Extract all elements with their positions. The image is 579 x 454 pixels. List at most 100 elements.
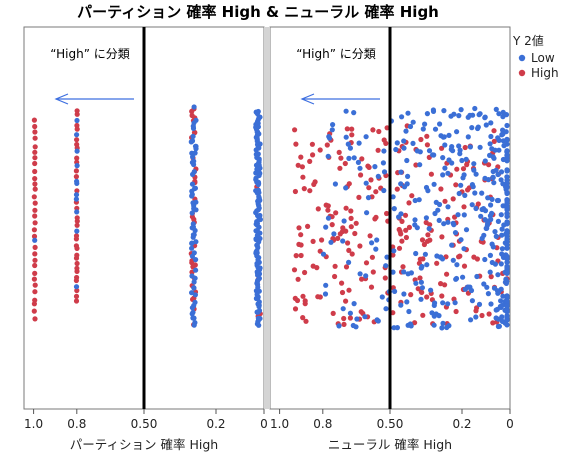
- point-high: [359, 156, 365, 162]
- point-low: [417, 149, 423, 155]
- point-low: [504, 307, 510, 313]
- point-high: [73, 236, 79, 242]
- point-high: [32, 200, 38, 206]
- point-high: [398, 231, 404, 237]
- point-high: [74, 137, 80, 143]
- point-high: [394, 186, 400, 192]
- point-high: [450, 196, 456, 202]
- point-high: [366, 185, 372, 191]
- point-low: [403, 128, 409, 134]
- point-high: [454, 166, 460, 172]
- point-low: [418, 296, 424, 302]
- point-low: [482, 158, 488, 164]
- point-high: [74, 260, 80, 267]
- point-high: [303, 318, 309, 324]
- point-low: [470, 112, 476, 118]
- point-low: [192, 227, 198, 234]
- point-low: [253, 162, 260, 168]
- point-high: [474, 305, 480, 311]
- point-high: [413, 162, 419, 168]
- point-high: [32, 251, 38, 257]
- point-low: [457, 147, 463, 153]
- point-low: [495, 290, 501, 296]
- point-low: [459, 157, 465, 164]
- point-low: [469, 182, 475, 188]
- point-low: [499, 246, 505, 252]
- point-high: [73, 168, 79, 174]
- point-high: [420, 312, 426, 318]
- point-high: [438, 186, 444, 192]
- point-low: [479, 235, 485, 241]
- point-low: [189, 290, 195, 296]
- point-high: [325, 203, 331, 209]
- point-low: [322, 291, 329, 297]
- point-low: [189, 253, 195, 259]
- point-low: [462, 192, 468, 198]
- point-low: [458, 237, 464, 243]
- point-low: [426, 148, 433, 154]
- point-low: [391, 248, 397, 254]
- point-low: [401, 138, 407, 144]
- point-low: [320, 251, 327, 257]
- point-high: [356, 194, 362, 200]
- panel-separator: [264, 27, 270, 409]
- point-low: [504, 200, 510, 206]
- point-low: [425, 188, 431, 194]
- point-low: [426, 226, 432, 232]
- point-low: [504, 207, 510, 213]
- point-high: [31, 227, 37, 233]
- point-high: [310, 152, 316, 158]
- point-low: [413, 280, 419, 286]
- point-low: [190, 234, 196, 240]
- point-low: [504, 211, 510, 217]
- point-low: [463, 227, 470, 233]
- point-high: [419, 289, 425, 295]
- point-low: [73, 284, 80, 290]
- point-low: [189, 210, 195, 216]
- point-high: [366, 164, 372, 170]
- point-high: [363, 260, 370, 266]
- point-high: [299, 164, 305, 170]
- point-high: [32, 123, 38, 130]
- point-low: [256, 322, 262, 328]
- point-high: [399, 238, 405, 244]
- point-low: [390, 269, 396, 275]
- point-low: [489, 210, 495, 216]
- x-axis-label: ニューラル 確率 High: [328, 437, 452, 452]
- point-low: [494, 197, 501, 204]
- point-low: [483, 225, 489, 231]
- classification-note: “High” に分類: [296, 47, 375, 61]
- point-high: [343, 264, 350, 270]
- point-high: [32, 129, 38, 135]
- point-low: [405, 110, 411, 116]
- point-high: [349, 126, 355, 132]
- point-high: [192, 129, 198, 136]
- point-low: [393, 146, 399, 153]
- point-low: [374, 317, 380, 323]
- point-high: [345, 240, 351, 246]
- point-low: [504, 278, 510, 284]
- point-low: [439, 325, 445, 331]
- point-high: [349, 251, 355, 257]
- point-high: [490, 320, 496, 326]
- point-high: [466, 185, 472, 191]
- point-high: [307, 188, 313, 194]
- point-high: [32, 135, 38, 141]
- panel-partition: “High” に分類 1.0 0.8 0.50 0.2 0 パーティション 確率 High: [23, 26, 268, 452]
- point-low: [500, 131, 506, 137]
- point-high: [32, 270, 38, 276]
- point-low: [341, 218, 347, 224]
- point-high: [343, 205, 349, 211]
- point-high: [315, 206, 321, 212]
- point-low: [373, 246, 379, 252]
- point-high: [333, 210, 339, 216]
- point-high: [329, 222, 335, 228]
- point-high: [417, 275, 423, 281]
- point-low: [458, 107, 464, 113]
- point-low: [504, 137, 510, 143]
- point-low: [74, 117, 80, 124]
- tick-label: 0.8: [313, 417, 332, 431]
- point-low: [189, 240, 195, 246]
- point-high: [373, 189, 379, 195]
